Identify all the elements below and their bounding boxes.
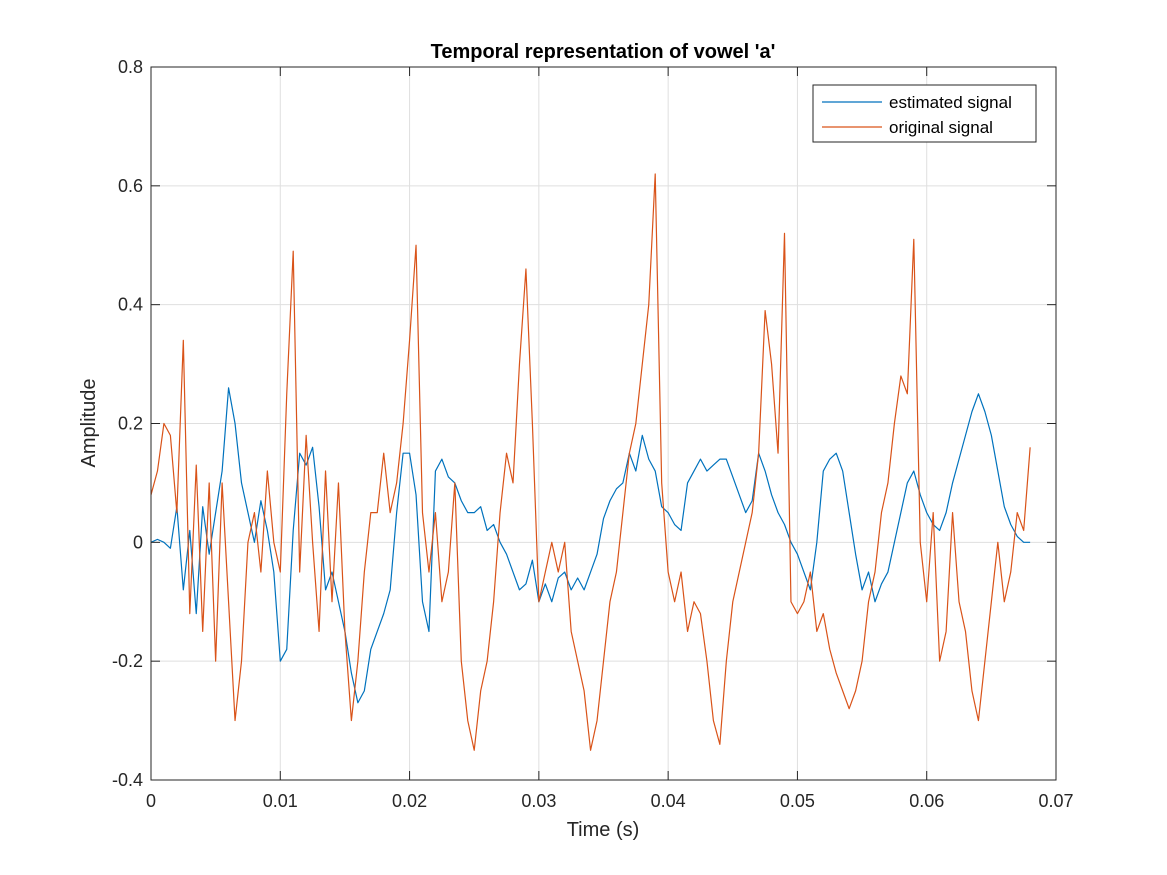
x-tick-label: 0.01 [263, 791, 298, 811]
chart-title: Temporal representation of vowel 'a' [431, 41, 776, 63]
x-tick-label: 0.03 [521, 791, 556, 811]
x-axis-label: Time (s) [567, 819, 640, 841]
series-group [150, 173, 1031, 751]
legend-box [812, 84, 1037, 143]
x-tick-label: 0.02 [392, 791, 427, 811]
x-tick-label: 0.04 [651, 791, 686, 811]
y-tick-label: 0.4 [118, 295, 143, 315]
legend-label-estimated: estimated signal [889, 93, 1012, 112]
legend-label-original: original signal [889, 118, 993, 137]
axis-ticks: 0 0.01 0.02 0.03 0.04 0.05 0.06 0.07 -0.4 -0.2 0 0.… [112, 57, 1074, 811]
x-tick-label: 0.07 [1038, 791, 1073, 811]
legend: estimated signal original signal [812, 84, 1037, 143]
y-tick-label: 0.6 [118, 176, 143, 196]
x-tick-label: 0.06 [909, 791, 944, 811]
series-line-original-signal [150, 173, 1031, 751]
y-tick-label: -0.2 [112, 651, 143, 671]
y-axis-label: Amplitude [78, 379, 100, 468]
y-tick-label: 0.8 [118, 57, 143, 77]
x-tick-label: 0 [146, 791, 156, 811]
y-tick-label: -0.4 [112, 770, 143, 790]
y-tick-label: 0 [133, 532, 143, 552]
y-tick-label: 0.2 [118, 414, 143, 434]
x-tick-label: 0.05 [780, 791, 815, 811]
